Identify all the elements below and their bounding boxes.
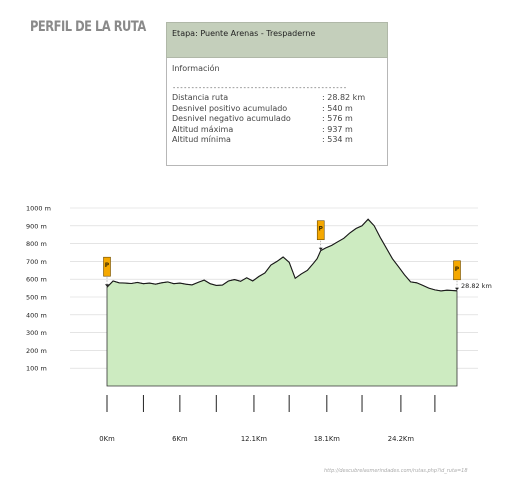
y-tick-label: 500 m	[26, 294, 47, 302]
elevation-series-line	[106, 218, 458, 292]
info-row-label: Altitud mínima	[172, 135, 231, 144]
route-end-label: 28.82 km	[461, 282, 492, 290]
info-row-max-altitude: Altitud máxima : 937 m	[172, 125, 382, 136]
x-tick-label: 18.1Km	[314, 435, 341, 443]
marker-point-icon	[105, 284, 109, 287]
page-title: PERFIL DE LA RUTA	[30, 19, 146, 35]
route-info-panel: Etapa: Puente Arenas - Trespaderne Infor…	[166, 22, 388, 166]
marker-label: P	[105, 262, 110, 269]
waypoint-marker-icon	[453, 260, 461, 281]
info-row-label: Distancia ruta	[172, 93, 229, 102]
y-tick-label: 100 m	[26, 365, 47, 373]
x-tick-label: 12.1Km	[241, 435, 268, 443]
marker-point-icon	[318, 247, 323, 251]
y-tick-label: 700 m	[26, 258, 47, 266]
y-tick-label: 800 m	[26, 240, 47, 248]
info-row-label: Desnivel positivo acumulado	[172, 103, 288, 113]
x-tick-label: 24.2Km	[388, 435, 415, 443]
y-tick-label: 900 m	[26, 222, 47, 230]
info-row-min-altitude: Altitud mínima : 534 m	[172, 135, 382, 146]
info-row-label: Altitud máxima	[172, 124, 234, 134]
marker-label: P	[319, 226, 324, 233]
marker-point-icon	[455, 287, 459, 291]
info-row-ascent: Desnivel positivo acumulado : 540 m	[172, 104, 382, 115]
info-title: Información	[172, 64, 220, 73]
footer-url: http://descubrelasmerindades.com/rutas.p…	[324, 468, 468, 474]
marker-label: P	[455, 266, 460, 273]
info-row-value: : 937 m	[322, 124, 353, 134]
info-row-value: : 576 m	[322, 114, 353, 123]
info-row-value: : 534 m	[322, 135, 353, 144]
info-row-label: Desnivel negativo acumulado	[172, 114, 291, 123]
info-row-descent: Desnivel negativo acumulado : 576 m	[172, 114, 382, 125]
waypoint-marker-icon	[103, 256, 111, 277]
y-tick-label: 200 m	[26, 347, 47, 355]
y-tick-label: 400 m	[26, 311, 47, 319]
x-tick-label: 0Km	[99, 435, 115, 443]
y-tick-label: 300 m	[26, 329, 47, 337]
info-separator: ----------------------------------------…	[172, 84, 347, 92]
stage-box: Etapa: Puente Arenas - Trespaderne	[166, 22, 388, 58]
info-row-value: : 28.82 km	[322, 93, 366, 102]
x-tick-label: 6Km	[172, 435, 188, 443]
info-box: Información ----------------------------…	[166, 58, 388, 166]
info-row-distance: Distancia ruta : 28.82 km	[172, 93, 382, 104]
waypoint-marker-icon	[316, 220, 325, 241]
y-tick-label: 1000 m	[26, 205, 51, 213]
elevation-profile-chart: 1000 m 900 m 800 m 700 m 600 m 500 m 400 m 300 …	[26, 205, 492, 444]
elevation-area	[106, 218, 458, 387]
info-row-value: : 540 m	[322, 103, 353, 113]
y-tick-label: 600 m	[26, 276, 47, 284]
